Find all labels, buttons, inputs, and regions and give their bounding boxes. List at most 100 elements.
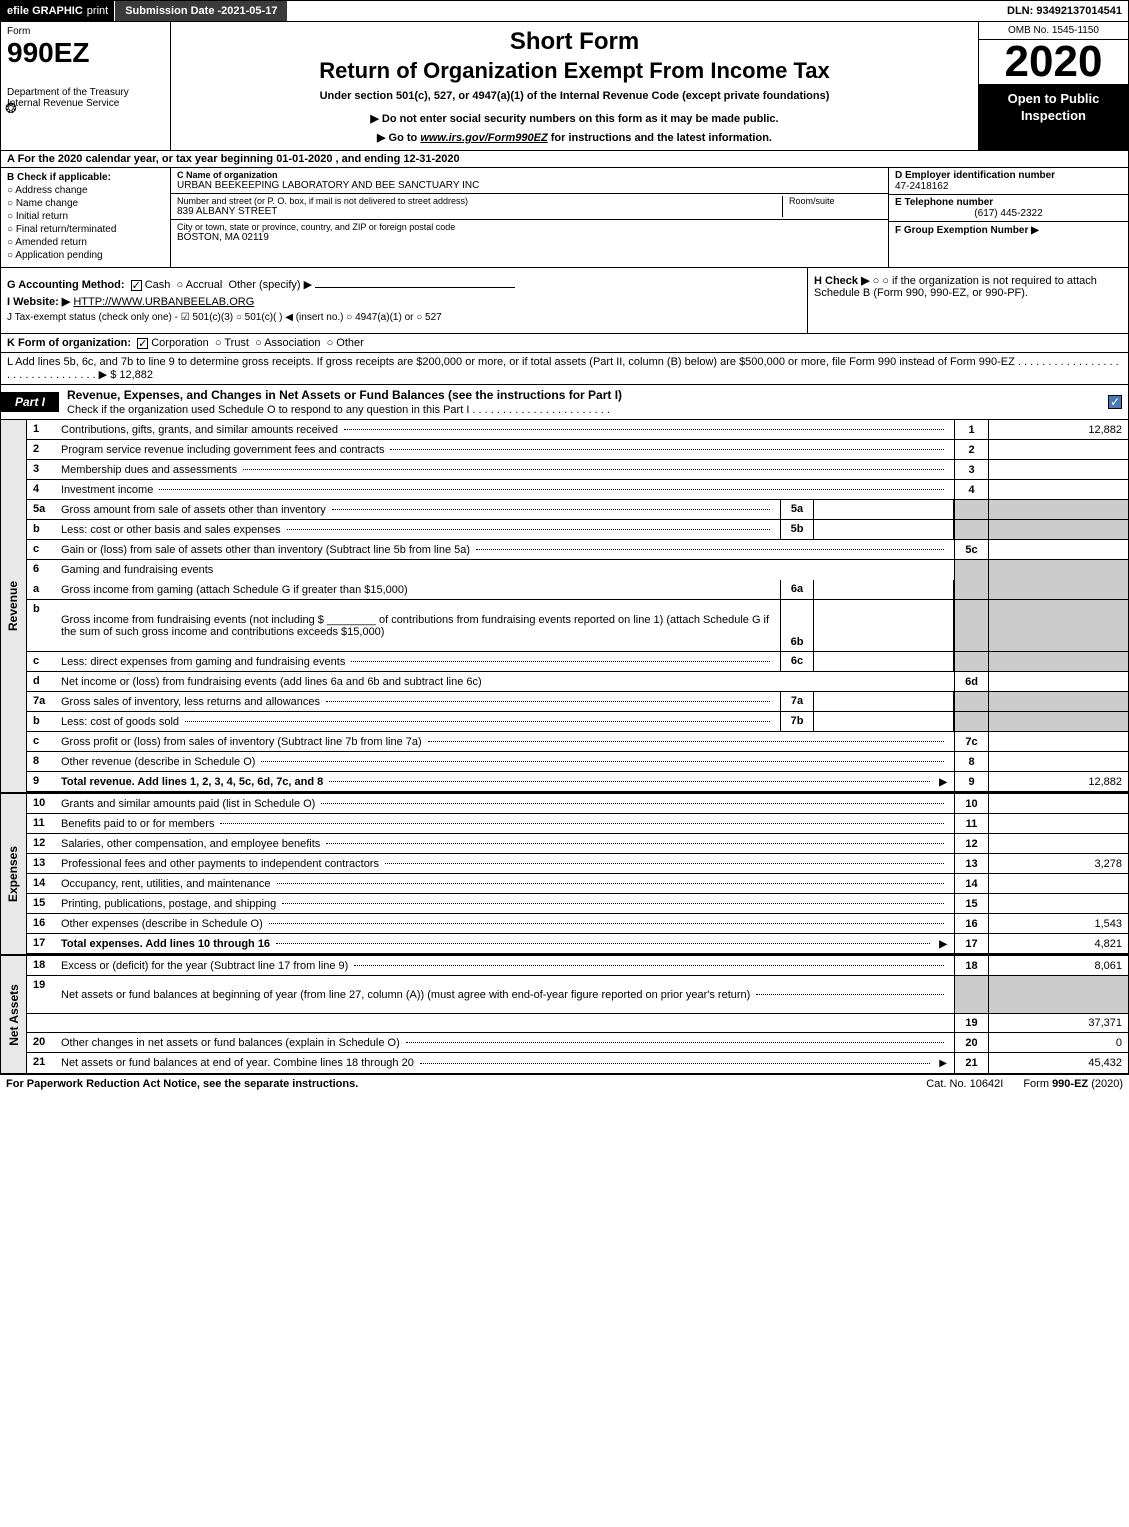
revenue-vtab: Revenue <box>1 420 27 792</box>
line-5a: 5a Gross amount from sale of assets othe… <box>27 500 1128 520</box>
open-line2: Inspection <box>983 108 1124 125</box>
line-3: 3 Membership dues and assessments 3 <box>27 460 1128 480</box>
line-9: 9 Total revenue. Add lines 1, 2, 3, 4, 5… <box>27 772 1128 792</box>
col-c-org-info: C Name of organization URBAN BEEKEEPING … <box>171 168 888 267</box>
chk-name-change[interactable]: Name change <box>7 198 164 209</box>
row-k: K Form of organization: Corporation ○ Tr… <box>0 334 1129 353</box>
line-1-desc: Contributions, gifts, grants, and simila… <box>61 420 954 439</box>
accounting-method: G Accounting Method: Cash ○ Accrual Othe… <box>7 278 801 291</box>
org-name-block: C Name of organization URBAN BEEKEEPING … <box>171 168 888 194</box>
goto-post: for instructions and the latest informat… <box>551 132 772 144</box>
dln-label: DLN: <box>1007 5 1036 17</box>
print-link[interactable]: print <box>87 5 108 17</box>
line-7a-value <box>814 692 954 711</box>
form-header: Form 990EZ ❂ Department of the Treasury … <box>0 22 1129 151</box>
header-right: OMB No. 1545-1150 2020 Open to Public In… <box>978 22 1128 150</box>
expenses-section: Expenses 10 Grants and similar amounts p… <box>0 792 1129 954</box>
ein-value: 47-2418162 <box>895 181 1122 192</box>
line-1-colnum: 1 <box>954 420 988 439</box>
website-label: I Website: ▶ <box>7 296 70 308</box>
submission-date-value: 2021-05-17 <box>221 5 277 17</box>
chk-final-return[interactable]: Final return/terminated <box>7 224 164 235</box>
row-gh: G Accounting Method: Cash ○ Accrual Othe… <box>0 268 1129 334</box>
chk-initial-return[interactable]: Initial return <box>7 211 164 222</box>
part1-header: Part I Revenue, Expenses, and Changes in… <box>0 385 1129 420</box>
chk-cash[interactable] <box>131 280 142 291</box>
col-h: H Check ▶ ○ if the organization is not r… <box>808 268 1128 333</box>
col-b-checkboxes: B Check if applicable: Address change Na… <box>1 168 171 267</box>
telephone-label: E Telephone number <box>895 197 1122 208</box>
line-18: 18 Excess or (deficit) for the year (Sub… <box>27 956 1128 976</box>
line-6a: a Gross income from gaming (attach Sched… <box>27 580 1128 600</box>
tax-year: 2020 <box>979 40 1128 85</box>
cash-label: Cash <box>145 279 171 291</box>
chk-address-change[interactable]: Address change <box>7 185 164 196</box>
other-specify-input[interactable] <box>315 287 515 288</box>
group-exemption-block: F Group Exemption Number ▶ <box>889 222 1128 267</box>
line-6c: c Less: direct expenses from gaming and … <box>27 652 1128 672</box>
treasury-seal-icon: ❂ <box>5 100 17 117</box>
under-section-text: Under section 501(c), 527, or 4947(a)(1)… <box>181 90 968 102</box>
chk-corporation[interactable] <box>137 338 148 349</box>
line-1-num: 1 <box>27 420 61 439</box>
chk-schedule-b[interactable]: ○ <box>873 275 889 287</box>
chk-amended-return[interactable]: Amended return <box>7 237 164 248</box>
line-1-value: 12,882 <box>988 420 1128 439</box>
org-city-block: City or town, state or province, country… <box>171 220 888 267</box>
line-8: 8 Other revenue (describe in Schedule O)… <box>27 752 1128 772</box>
line-7b-value <box>814 712 954 731</box>
revenue-lines: 1 Contributions, gifts, grants, and simi… <box>27 420 1128 792</box>
k-label: K Form of organization: <box>7 337 131 349</box>
line-6c-value <box>814 652 954 671</box>
chk-application-pending[interactable]: Application pending <box>7 250 164 261</box>
line-6d: d Net income or (loss) from fundraising … <box>27 672 1128 692</box>
corporation-label: Corporation <box>151 337 208 349</box>
line-21: 21 Net assets or fund balances at end of… <box>27 1053 1128 1073</box>
other-org-label: Other <box>336 337 364 349</box>
open-public-inspection: Open to Public Inspection <box>979 85 1128 150</box>
section-a: A For the 2020 calendar year, or tax yea… <box>0 151 1129 168</box>
form-ref-post: (2020) <box>1091 1078 1123 1090</box>
street-value: 839 ALBANY STREET <box>177 206 782 217</box>
association-label: Association <box>264 337 320 349</box>
org-name-value: URBAN BEEKEEPING LABORATORY AND BEE SANC… <box>177 180 882 191</box>
expenses-vtab: Expenses <box>1 794 27 954</box>
line-19b: 19 37,371 <box>27 1013 1128 1033</box>
line-17: 17 Total expenses. Add lines 10 through … <box>27 934 1128 954</box>
col-g: G Accounting Method: Cash ○ Accrual Othe… <box>1 268 808 333</box>
page-footer: For Paperwork Reduction Act Notice, see … <box>0 1074 1129 1093</box>
part1-subtitle: Check if the organization used Schedule … <box>67 404 610 416</box>
netassets-lines: 18 Excess or (deficit) for the year (Sub… <box>27 956 1128 1073</box>
header-center: Short Form Return of Organization Exempt… <box>171 22 978 150</box>
dln: DLN: 93492137014541 <box>1001 2 1128 20</box>
line-5b-value <box>814 520 954 539</box>
line-6a-value <box>814 580 954 599</box>
netassets-section: Net Assets 18 Excess or (deficit) for th… <box>0 954 1129 1074</box>
street-label: Number and street (or P. O. box, if mail… <box>177 196 782 206</box>
goto-link[interactable]: www.irs.gov/Form990EZ <box>420 132 547 144</box>
cat-number: Cat. No. 10642I <box>926 1078 1003 1090</box>
line-1: 1 Contributions, gifts, grants, and simi… <box>27 420 1128 440</box>
open-line1: Open to Public <box>983 91 1124 108</box>
line-5a-value <box>814 500 954 519</box>
line-6b-value <box>814 600 954 651</box>
line-13: 13 Professional fees and other payments … <box>27 854 1128 874</box>
arrow-icon <box>936 776 950 788</box>
revenue-section: Revenue 1 Contributions, gifts, grants, … <box>0 420 1129 792</box>
ein-block: D Employer identification number 47-2418… <box>889 168 1128 195</box>
form-ref-bold: 990-EZ <box>1052 1078 1088 1090</box>
part1-schedule-o-checkbox[interactable] <box>1108 395 1122 409</box>
line-16: 16 Other expenses (describe in Schedule … <box>27 914 1128 934</box>
line-7c: c Gross profit or (loss) from sales of i… <box>27 732 1128 752</box>
expenses-vtab-label: Expenses <box>7 846 21 902</box>
paperwork-notice: For Paperwork Reduction Act Notice, see … <box>6 1078 906 1090</box>
accrual-label: Accrual <box>186 279 223 291</box>
dept-treasury: Department of the Treasury <box>7 87 164 98</box>
line-11: 11 Benefits paid to or for members 11 <box>27 814 1128 834</box>
line-20: 20 Other changes in net assets or fund b… <box>27 1033 1128 1053</box>
revenue-vtab-label: Revenue <box>7 581 21 631</box>
org-address-block: Number and street (or P. O. box, if mail… <box>171 194 888 220</box>
website-value[interactable]: HTTP://WWW.URBANBEELAB.ORG <box>73 296 254 308</box>
website-line: I Website: ▶ HTTP://WWW.URBANBEELAB.ORG <box>7 295 801 308</box>
line-7a: 7a Gross sales of inventory, less return… <box>27 692 1128 712</box>
